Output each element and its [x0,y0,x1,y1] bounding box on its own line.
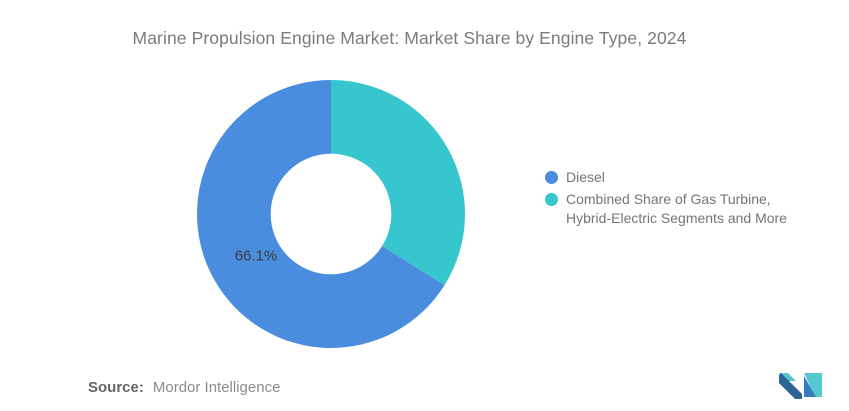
legend-dot [545,193,558,206]
donut-slice-combined-share-of[interactable] [331,80,466,286]
source-row: Source: Mordor Intelligence [88,379,280,396]
legend-item-combined-share-of[interactable]: Combined Share of Gas Turbine, Hybrid-El… [545,190,787,228]
donut-svg: 66.1% [197,80,466,349]
legend-label: Diesel [566,169,605,185]
mordor-intelligence-logo [778,371,824,399]
chart-title: Marine Propulsion Engine Market: Market … [132,28,687,48]
source-label: Source: [88,379,144,396]
donut-slice-diesel[interactable] [197,80,445,349]
legend-dot [545,171,558,184]
legend: Diesel Combined Share of Gas Turbine, Hyb… [545,168,787,231]
donut-chart: 66.1% [196,79,466,349]
legend-label: Combined Share of Gas Turbine, Hybrid-El… [566,191,787,226]
source-text: Mordor Intelligence [152,379,281,396]
slice-value-label: 66.1% [235,248,278,265]
legend-item-diesel[interactable]: Diesel [545,168,787,187]
